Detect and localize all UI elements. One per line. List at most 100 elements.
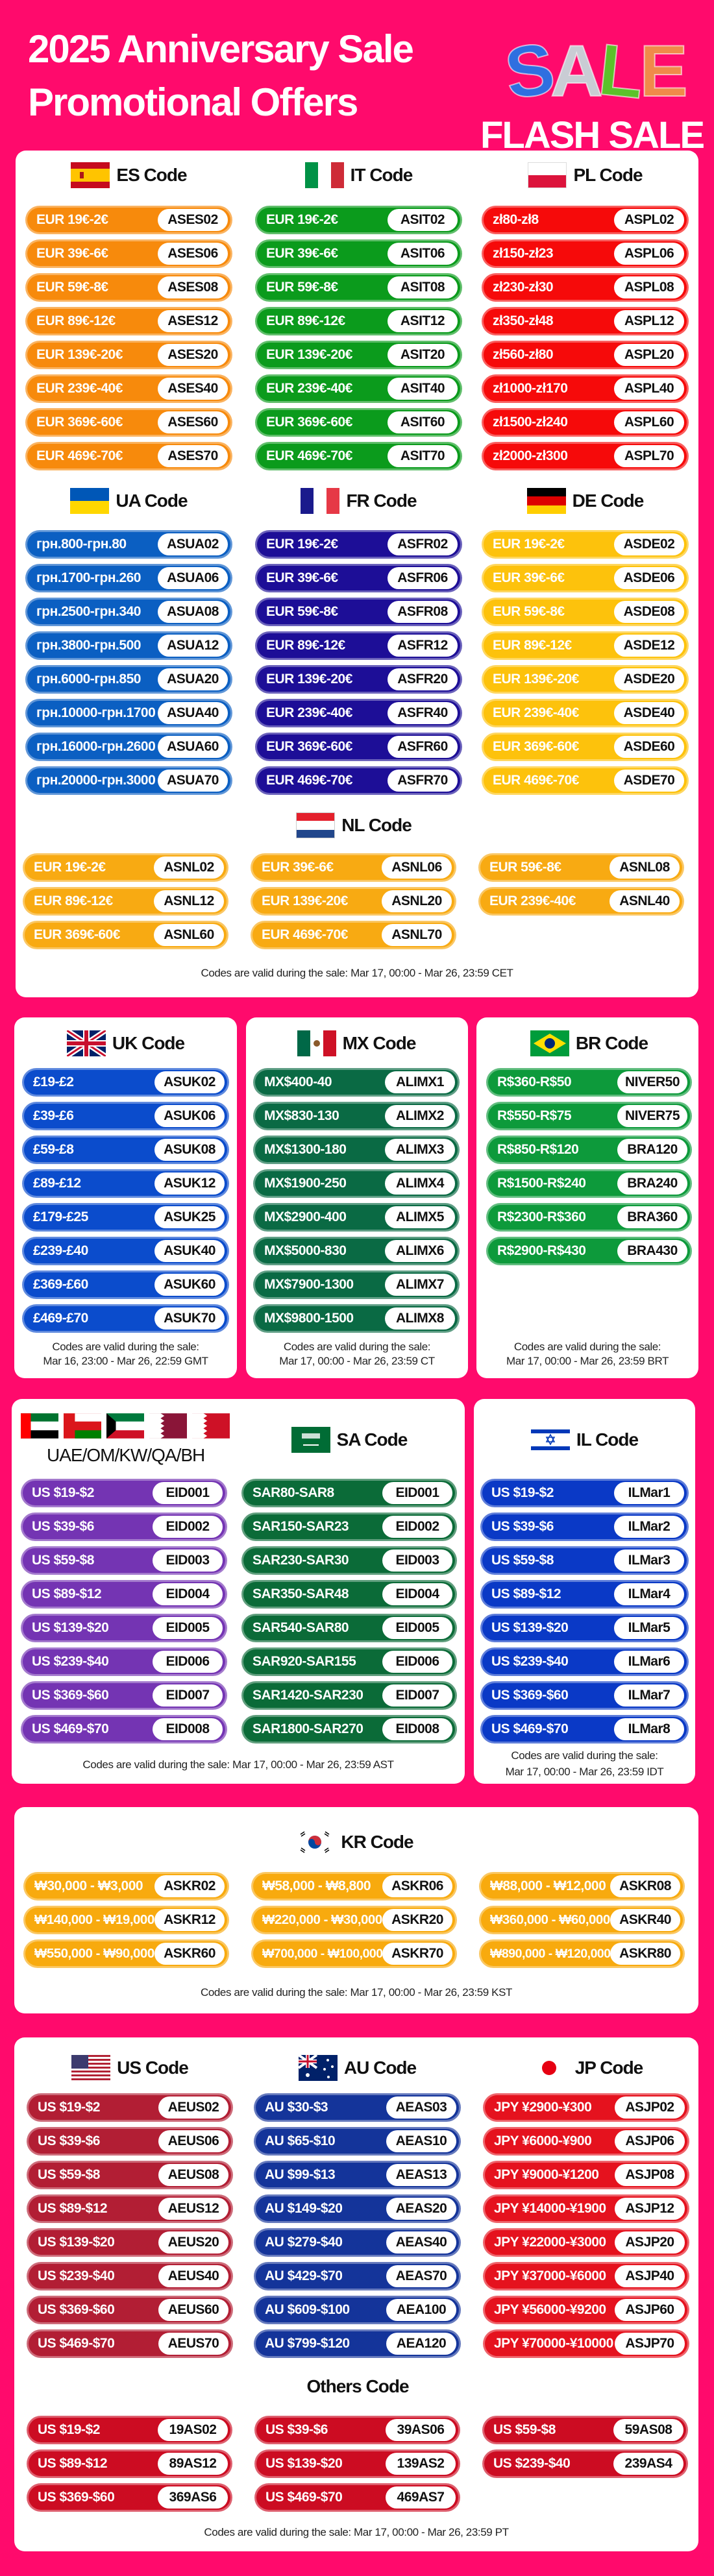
coupon-row[interactable]: AU $799-$120 AEA120: [254, 2329, 461, 2358]
coupon-row[interactable]: SAR350-SAR48 EID004: [241, 1580, 457, 1609]
coupon-code[interactable]: AEUS70: [158, 2333, 228, 2355]
coupon-code[interactable]: ASNL12: [154, 890, 224, 912]
coupon-code[interactable]: ASUK06: [154, 1105, 225, 1127]
coupon-code[interactable]: 139AS2: [386, 2453, 456, 2475]
coupon-code[interactable]: EID004: [382, 1583, 452, 1605]
coupon-row[interactable]: zł350-zł48 ASPL12: [482, 307, 689, 335]
coupon-row[interactable]: JPY ¥70000-¥10000 ASJP70: [483, 2329, 689, 2358]
coupon-code[interactable]: AEUS02: [158, 2096, 228, 2119]
coupon-row[interactable]: £89-£12 ASUK12: [22, 1169, 229, 1198]
coupon-row[interactable]: EUR 139€-20€ ASES20: [25, 341, 232, 369]
coupon-code[interactable]: ASKR60: [154, 1943, 225, 1965]
coupon-row[interactable]: US $139-$20 EID005: [21, 1614, 227, 1642]
coupon-row[interactable]: JPY ¥22000-¥3000 ASJP20: [483, 2228, 689, 2257]
coupon-code[interactable]: ASJP06: [615, 2130, 685, 2152]
coupon-code[interactable]: 39AS06: [386, 2419, 456, 2441]
coupon-row[interactable]: US $89-$12 EID004: [21, 1580, 227, 1609]
coupon-row[interactable]: MX$830-130 ALIMX2: [253, 1102, 460, 1130]
coupon-row[interactable]: грн.800-грн.80 ASUA02: [25, 530, 232, 559]
coupon-row[interactable]: zł1000-zł170 ASPL40: [482, 374, 689, 403]
coupon-code[interactable]: ASPL60: [614, 411, 684, 433]
coupon-row[interactable]: AU $149-$20 AEAS20: [254, 2194, 461, 2223]
coupon-code[interactable]: ALIMX7: [385, 1274, 455, 1296]
coupon-row[interactable]: MX$400-40 ALIMX1: [253, 1068, 460, 1097]
coupon-code[interactable]: ASIT70: [388, 445, 458, 467]
coupon-code[interactable]: ILMar6: [614, 1651, 684, 1673]
coupon-code[interactable]: AEAS13: [386, 2164, 456, 2186]
coupon-code[interactable]: EID005: [382, 1617, 452, 1639]
coupon-code[interactable]: ASDE60: [614, 736, 684, 758]
coupon-row[interactable]: AU $65-$10 AEAS10: [254, 2127, 461, 2156]
coupon-code[interactable]: ASIT12: [388, 310, 458, 332]
coupon-row[interactable]: EUR 369€-60€ ASIT60: [255, 408, 462, 437]
coupon-code[interactable]: ILMar1: [614, 1482, 684, 1504]
coupon-code[interactable]: ASNL06: [382, 857, 452, 879]
coupon-row[interactable]: JPY ¥14000-¥1900 ASJP12: [483, 2194, 689, 2223]
coupon-row[interactable]: US $19-$2 19AS02: [27, 2416, 232, 2444]
coupon-row[interactable]: EUR 469€-70€ ASFR70: [255, 766, 462, 795]
coupon-row[interactable]: US $59-$8 AEUS08: [27, 2161, 233, 2189]
coupon-row[interactable]: US $469-$70 AEUS70: [27, 2329, 233, 2358]
coupon-row[interactable]: £39-£6 ASUK06: [22, 1102, 229, 1130]
coupon-code[interactable]: 19AS02: [158, 2419, 228, 2441]
coupon-row[interactable]: ₩360,000 - ₩60,000 ASKR40: [479, 1906, 685, 1934]
coupon-row[interactable]: US $239-$40 EID006: [21, 1647, 227, 1676]
coupon-row[interactable]: EUR 89€-12€ ASFR12: [255, 631, 462, 660]
coupon-code[interactable]: ASJP08: [615, 2164, 685, 2186]
coupon-row[interactable]: EUR 469€-70€ ASDE70: [482, 766, 689, 795]
coupon-code[interactable]: AEUS08: [158, 2164, 228, 2186]
coupon-code[interactable]: ASIT08: [388, 276, 458, 298]
coupon-code[interactable]: ASUA40: [158, 702, 228, 724]
coupon-row[interactable]: грн.3800-грн.500 ASUA12: [25, 631, 232, 660]
coupon-code[interactable]: ASFR02: [388, 533, 458, 555]
coupon-code[interactable]: ASES70: [158, 445, 228, 467]
coupon-code[interactable]: ASDE70: [614, 770, 684, 792]
coupon-row[interactable]: грн.6000-грн.850 ASUA20: [25, 665, 232, 694]
coupon-code[interactable]: ASIT06: [388, 243, 458, 265]
coupon-code[interactable]: ASUA60: [158, 736, 228, 758]
coupon-row[interactable]: EUR 59€-8€ ASDE08: [482, 598, 689, 626]
coupon-row[interactable]: US $239-$40 AEUS40: [27, 2262, 233, 2290]
coupon-code[interactable]: ASPL08: [614, 276, 684, 298]
coupon-row[interactable]: грн.1700-грн.260 ASUA06: [25, 564, 232, 592]
coupon-row[interactable]: SAR230-SAR30 EID003: [241, 1546, 457, 1575]
coupon-code[interactable]: ASFR12: [388, 635, 458, 657]
coupon-code[interactable]: ASDE40: [614, 702, 684, 724]
coupon-code[interactable]: ALIMX6: [385, 1240, 455, 1262]
coupon-row[interactable]: EUR 59€-8€ ASNL08: [478, 853, 684, 882]
coupon-code[interactable]: ASDE12: [614, 635, 684, 657]
coupon-code[interactable]: ALIMX5: [385, 1206, 455, 1228]
coupon-row[interactable]: US $89-$12 AEUS12: [27, 2194, 233, 2223]
coupon-code[interactable]: AEAS03: [386, 2096, 456, 2119]
coupon-code[interactable]: 239AS4: [613, 2453, 683, 2475]
coupon-row[interactable]: SAR1420-SAR230 EID007: [241, 1681, 457, 1710]
coupon-code[interactable]: ASDE06: [614, 567, 684, 589]
coupon-row[interactable]: SAR80-SAR8 EID001: [241, 1479, 457, 1507]
coupon-code[interactable]: ASNL20: [382, 890, 452, 912]
coupon-code[interactable]: EID001: [382, 1482, 452, 1504]
coupon-row[interactable]: EUR 59€-8€ ASIT08: [255, 273, 462, 302]
coupon-row[interactable]: EUR 59€-8€ ASFR08: [255, 598, 462, 626]
coupon-code[interactable]: EID002: [153, 1516, 223, 1538]
coupon-code[interactable]: AEA100: [386, 2299, 456, 2321]
coupon-row[interactable]: zł2000-zł300 ASPL70: [482, 442, 689, 470]
coupon-row[interactable]: US $19-$2 EID001: [21, 1479, 227, 1507]
coupon-row[interactable]: MX$7900-1300 ALIMX7: [253, 1270, 460, 1299]
coupon-row[interactable]: US $59-$8 EID003: [21, 1546, 227, 1575]
coupon-row[interactable]: SAR150-SAR23 EID002: [241, 1513, 457, 1541]
coupon-code[interactable]: ASJP12: [615, 2198, 685, 2220]
coupon-code[interactable]: ASES06: [158, 243, 228, 265]
coupon-row[interactable]: zł80-zł8 ASPL02: [482, 206, 689, 234]
coupon-code[interactable]: EID006: [382, 1651, 452, 1673]
coupon-row[interactable]: US $239-$40 239AS4: [482, 2449, 688, 2478]
coupon-code[interactable]: ASJP60: [615, 2299, 685, 2321]
coupon-row[interactable]: £369-£60 ASUK60: [22, 1270, 229, 1299]
coupon-row[interactable]: EUR 19€-2€ ASDE02: [482, 530, 689, 559]
coupon-code[interactable]: ASNL60: [154, 924, 224, 946]
coupon-code[interactable]: ASJP70: [615, 2333, 685, 2355]
coupon-code[interactable]: ASIT02: [388, 209, 458, 231]
coupon-row[interactable]: грн.2500-грн.340 ASUA08: [25, 598, 232, 626]
coupon-row[interactable]: MX$2900-400 ALIMX5: [253, 1203, 460, 1232]
coupon-code[interactable]: ASUA02: [158, 533, 228, 555]
coupon-row[interactable]: грн.20000-грн.3000 ASUA70: [25, 766, 232, 795]
